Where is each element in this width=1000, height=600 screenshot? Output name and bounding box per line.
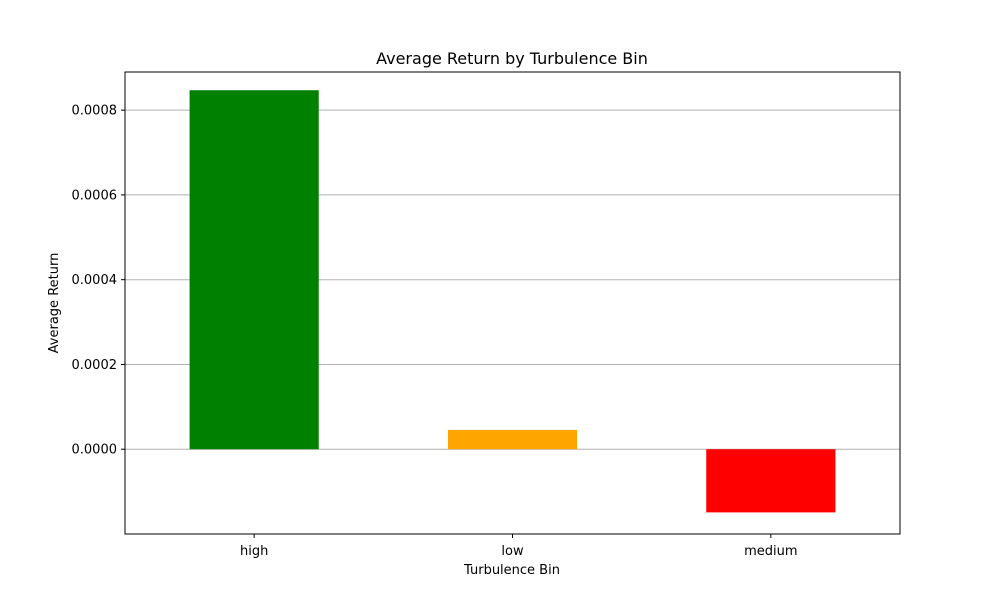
y-axis-label: Average Return <box>47 253 62 354</box>
x-axis-label: Turbulence Bin <box>463 563 560 578</box>
y-tick-label: 0.0000 <box>72 443 118 458</box>
x-tick-label-low: low <box>501 544 524 559</box>
y-axis-ticks: 0.0000 0.0002 0.0004 0.0006 0.0008 <box>72 104 125 458</box>
bar-high <box>189 90 319 450</box>
y-tick-label: 0.0002 <box>72 358 118 373</box>
x-axis-ticks: high low medium <box>240 534 798 559</box>
bar-low <box>447 429 578 450</box>
chart-title: Average Return by Turbulence Bin <box>376 49 648 68</box>
x-tick-label-medium: medium <box>744 544 797 559</box>
y-tick-label: 0.0004 <box>72 273 118 288</box>
y-tick-label: 0.0006 <box>72 188 118 203</box>
x-tick-label-high: high <box>240 544 268 559</box>
bars <box>189 90 836 513</box>
y-tick-label: 0.0008 <box>72 104 118 119</box>
bar-medium <box>706 449 836 513</box>
